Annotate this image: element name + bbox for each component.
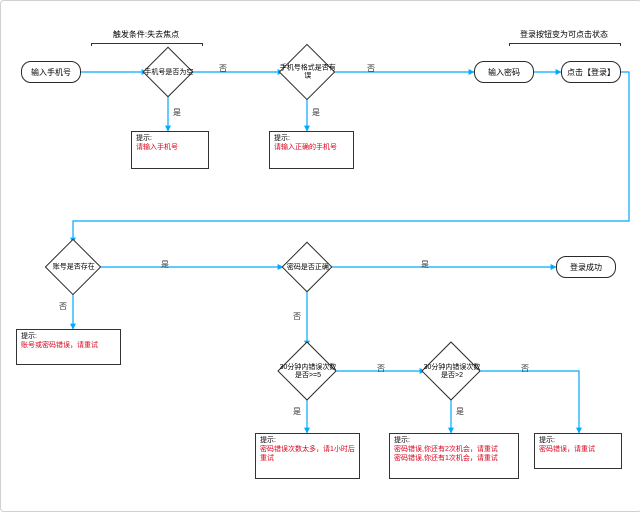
bracket-trig bbox=[91, 43, 203, 46]
decision-label-d_gt2: 30分钟内错误次数是否>2 bbox=[422, 352, 481, 392]
process-p_pwd: 输入密码 bbox=[474, 61, 534, 83]
edge-label-l10: 否 bbox=[377, 363, 385, 374]
edge-e15 bbox=[477, 371, 579, 433]
decision-label-d_acct: 账号是否存在 bbox=[46, 249, 102, 287]
bracket-label-btn: 登录按钮变为可点击状态 bbox=[509, 29, 619, 40]
note-body-n_acct-0: 账号或密码错误，请重试 bbox=[21, 342, 116, 351]
note-title-n_empty: 提示: bbox=[136, 135, 204, 144]
note-n_empty: 提示:请输入手机号 bbox=[131, 131, 209, 169]
note-title-n_gt2: 提示: bbox=[394, 437, 514, 446]
edge-label-l9: 是 bbox=[293, 406, 301, 417]
process-p_login: 点击【登录】 bbox=[561, 61, 621, 83]
note-n_acct: 提示:账号或密码错误，请重试 bbox=[16, 329, 121, 365]
note-title-n_format: 提示: bbox=[274, 135, 349, 144]
note-body-n_gt2-0: 密码错误,你还有2次机会，请重试 bbox=[394, 446, 514, 455]
note-title-n_acct: 提示: bbox=[21, 333, 116, 342]
bracket-label-trig: 触发条件:失去焦点 bbox=[91, 29, 201, 40]
note-body-n_gt2-1: 密码错误,你还有1次机会，请重试 bbox=[394, 455, 514, 464]
edge-label-l3: 否 bbox=[367, 63, 375, 74]
edge-label-l11: 是 bbox=[456, 406, 464, 417]
note-title-n_else: 提示: bbox=[539, 437, 617, 446]
edge-label-l2: 是 bbox=[173, 107, 181, 118]
note-body-n_ge5-0: 密码错误次数太多，请1小时后重试 bbox=[260, 446, 355, 464]
edge-label-l5: 是 bbox=[161, 259, 169, 270]
edge-label-l6: 否 bbox=[59, 301, 67, 312]
decision-label-d_ge5: 30分钟内错误次数是否>=5 bbox=[278, 352, 337, 392]
edge-label-l7: 是 bbox=[421, 259, 429, 270]
note-n_else: 提示:密码错误，请重试 bbox=[534, 433, 622, 469]
note-body-n_empty-0: 请输入手机号 bbox=[136, 144, 204, 153]
edge-label-l1: 否 bbox=[219, 63, 227, 74]
decision-label-d_format: 手机号格式是否有误 bbox=[280, 54, 336, 92]
bracket-btn bbox=[509, 43, 621, 46]
process-p_ok: 登录成功 bbox=[556, 256, 616, 278]
edge-label-l8: 否 bbox=[293, 311, 301, 322]
note-body-n_else-0: 密码错误，请重试 bbox=[539, 446, 617, 455]
note-title-n_ge5: 提示: bbox=[260, 437, 355, 446]
edge-label-l12: 否 bbox=[521, 363, 529, 374]
note-n_ge5: 提示:密码错误次数太多，请1小时后重试 bbox=[255, 433, 360, 479]
note-body-n_format-0: 请输入正确的手机号 bbox=[274, 144, 349, 153]
decision-label-d_empty: 手机号是否为空 bbox=[144, 56, 194, 90]
edge-label-l4: 是 bbox=[312, 107, 320, 118]
flowchart-canvas: { "type": "flowchart", "canvas": {"width… bbox=[0, 0, 640, 512]
note-n_gt2: 提示:密码错误,你还有2次机会，请重试密码错误,你还有1次机会，请重试 bbox=[389, 433, 519, 479]
decision-label-d_pwd: 密码是否正确 bbox=[283, 251, 333, 285]
note-n_format: 提示:请输入正确的手机号 bbox=[269, 131, 354, 169]
process-p_phone: 输入手机号 bbox=[21, 61, 81, 83]
